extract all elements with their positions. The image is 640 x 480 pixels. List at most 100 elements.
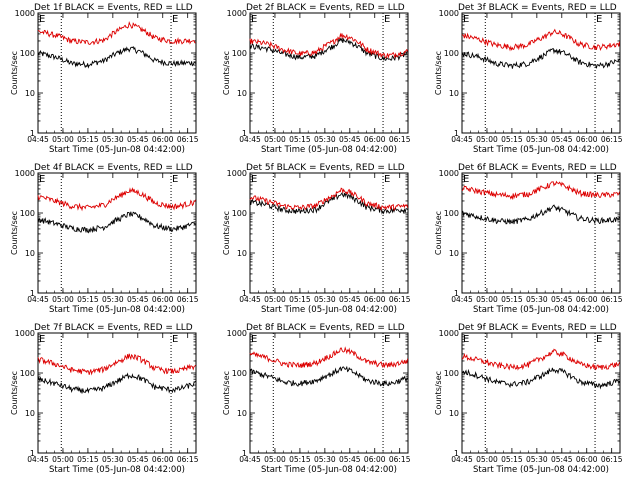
y-tick-label: 1000 (439, 329, 459, 338)
x-tick-label: 05:45 (551, 295, 573, 304)
y-axis-label: Counts/sec (10, 211, 19, 255)
marker-e-label: E (172, 14, 178, 25)
y-tick-label: 1 (242, 129, 247, 138)
y-axis-label: Counts/sec (434, 51, 443, 95)
y-tick-label: 1 (30, 449, 35, 458)
x-tick-label: 06:15 (389, 135, 411, 144)
detector-panel: Det 9f BLACK = Events, RED = LLD 1 10 100 10… (434, 323, 623, 475)
x-tick-label: 06:00 (576, 135, 598, 144)
y-tick-label: 10 (237, 409, 247, 418)
marker-e-label: E (463, 14, 469, 25)
x-tick-label: 04:45 (239, 295, 261, 304)
y-tick-label: 100 (444, 209, 459, 218)
x-tick-label: 05:15 (289, 295, 311, 304)
x-tick-label: 06:00 (364, 455, 386, 464)
y-tick-label: 1000 (227, 169, 247, 178)
events-series-line (249, 365, 408, 387)
lld-series-line (461, 348, 621, 371)
events-series-line (37, 45, 196, 69)
y-tick-label: 1000 (15, 169, 35, 178)
marker-e-label: E (463, 334, 469, 345)
x-tick-label: 05:15 (289, 455, 311, 464)
x-tick-label: 05:00 (476, 455, 498, 464)
y-tick-label: 100 (232, 369, 247, 378)
marker-e-label: E (251, 334, 257, 345)
marker-e-label: E (384, 14, 390, 25)
y-tick-label: 100 (20, 369, 35, 378)
x-tick-label: 04:45 (451, 455, 473, 464)
x-tick-label: 06:00 (576, 295, 598, 304)
marker-e-label: E (596, 14, 602, 25)
x-tick-label: 06:15 (177, 135, 199, 144)
y-tick-label: 1 (454, 289, 459, 298)
x-tick-label: 06:00 (364, 135, 386, 144)
x-tick-label: 04:45 (27, 135, 49, 144)
x-tick-label: 06:00 (152, 295, 174, 304)
x-tick-label: 04:45 (451, 295, 473, 304)
x-tick-label: 05:45 (339, 295, 361, 304)
x-tick-label: 05:15 (289, 135, 311, 144)
plot-frame (249, 12, 409, 134)
events-series-line (461, 367, 621, 390)
x-tick-label: 05:45 (339, 135, 361, 144)
panel-title: Det 4f BLACK = Events, RED = LLD (34, 163, 193, 173)
marker-e-label: E (384, 334, 390, 345)
x-tick-label: 05:00 (476, 295, 498, 304)
detector-panel: Det 7f BLACK = Events, RED = LLD 1 10 100 10… (10, 323, 199, 475)
panel-title: Det 5f BLACK = Events, RED = LLD (246, 163, 405, 173)
x-tick-label: 04:45 (239, 455, 261, 464)
plot-frame (37, 12, 197, 134)
plot-frame (461, 332, 621, 454)
x-tick-label: 06:15 (601, 455, 623, 464)
x-tick-label: 06:15 (389, 295, 411, 304)
plot-frame (461, 172, 621, 294)
y-tick-label: 10 (237, 89, 247, 98)
marker-e-label: E (384, 174, 390, 185)
x-tick-label: 06:15 (177, 455, 199, 464)
x-tick-label: 06:00 (576, 455, 598, 464)
x-tick-label: 05:45 (127, 295, 149, 304)
events-series-line (461, 47, 620, 69)
x-tick-label: 05:45 (551, 135, 573, 144)
y-axis-label: Counts/sec (222, 51, 231, 95)
detector-panel: Det 8f BLACK = Events, RED = LLD 1 10 100 10… (222, 323, 411, 475)
x-tick-label: 05:30 (314, 455, 336, 464)
y-tick-label: 1 (30, 289, 35, 298)
events-series-line (37, 211, 196, 234)
x-tick-label: 05:00 (264, 295, 286, 304)
marker-e-label: E (596, 334, 602, 345)
panel-title: Det 6f BLACK = Events, RED = LLD (458, 163, 617, 173)
events-series-line (249, 37, 408, 62)
marker-e-label: E (463, 174, 469, 185)
marker-e-label: E (172, 174, 178, 185)
events-series-line (37, 372, 196, 394)
x-axis-label: Start Time (05-Jun-08 04:42:00) (473, 305, 609, 315)
x-tick-label: 04:45 (451, 135, 473, 144)
x-tick-label: 05:00 (264, 135, 286, 144)
x-tick-label: 05:30 (102, 295, 124, 304)
x-tick-label: 05:00 (52, 455, 74, 464)
plot-frame (37, 172, 197, 294)
x-tick-label: 05:45 (551, 455, 573, 464)
x-tick-label: 05:15 (501, 295, 523, 304)
panel-title: Det 9f BLACK = Events, RED = LLD (458, 323, 617, 333)
detector-panel: Det 1f BLACK = Events, RED = LLD 1 10 100 10… (10, 3, 199, 155)
y-tick-label: 100 (232, 49, 247, 58)
lld-series-line (37, 187, 196, 212)
marker-e-label: E (251, 174, 257, 185)
y-tick-label: 1 (242, 449, 247, 458)
x-axis-label: Start Time (05-Jun-08 04:42:00) (49, 465, 185, 475)
plot-frame (37, 332, 197, 454)
y-tick-label: 1 (454, 129, 459, 138)
marker-e-label: E (39, 14, 45, 25)
y-tick-label: 1000 (227, 9, 247, 18)
marker-e-label: E (251, 14, 257, 25)
y-tick-label: 1000 (227, 329, 247, 338)
y-tick-label: 100 (444, 49, 459, 58)
y-tick-label: 1 (454, 449, 459, 458)
detector-panel: Det 4f BLACK = Events, RED = LLD 1 10 100 10… (10, 163, 199, 315)
y-axis-label: Counts/sec (222, 371, 231, 415)
x-tick-label: 05:15 (77, 295, 99, 304)
y-tick-label: 10 (25, 89, 35, 98)
